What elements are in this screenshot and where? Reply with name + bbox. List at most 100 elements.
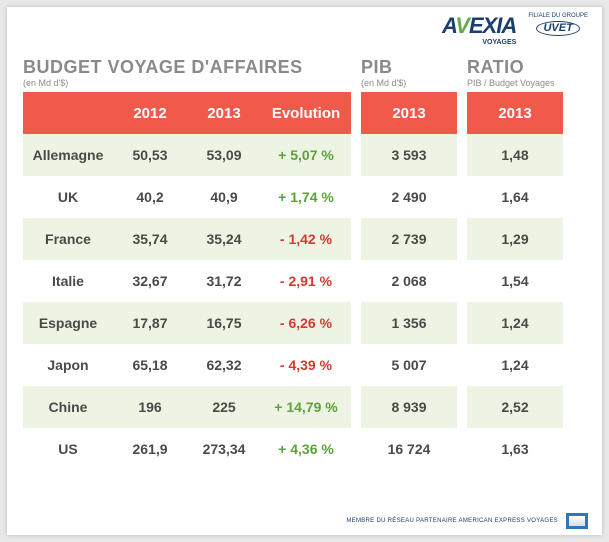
value-cell: 50,53 bbox=[113, 134, 187, 176]
table-row: 2,52 bbox=[467, 386, 563, 428]
evolution-cell: - 4,39 % bbox=[261, 344, 351, 386]
value-cell: 35,74 bbox=[113, 218, 187, 260]
value-cell: 40,9 bbox=[187, 176, 261, 218]
column-header: 2013 bbox=[187, 92, 261, 134]
evolution-cell: - 2,91 % bbox=[261, 260, 351, 302]
uvet-brand: UVET bbox=[536, 21, 579, 36]
page: AVEXIA VOYAGES FILIALE DU GROUPE UVET BU… bbox=[7, 7, 602, 535]
footer-text: MEMBRE DU RÉSEAU PARTENAIRE AMERICAN EXP… bbox=[346, 518, 558, 524]
section-headings: BUDGET VOYAGE D'AFFAIRES (en Md d'$) PIB… bbox=[23, 57, 586, 88]
row-label: Japon bbox=[23, 344, 113, 386]
avexia-sub: VOYAGES bbox=[442, 39, 516, 46]
evolution-cell: - 1,42 % bbox=[261, 218, 351, 260]
pib-table: 20133 5932 4902 7392 0681 3565 0078 9391… bbox=[361, 92, 457, 470]
value-cell: 16 724 bbox=[361, 428, 457, 470]
table-row: 1,64 bbox=[467, 176, 563, 218]
amex-icon bbox=[566, 513, 588, 529]
heading-ratio: RATIO PIB / Budget Voyages bbox=[467, 57, 563, 88]
heading-ratio-title: RATIO bbox=[467, 57, 563, 78]
value-cell: 225 bbox=[187, 386, 261, 428]
table-row: 8 939 bbox=[361, 386, 457, 428]
heading-pib-sub: (en Md d'$) bbox=[361, 78, 457, 88]
value-cell: 65,18 bbox=[113, 344, 187, 386]
value-cell: 5 007 bbox=[361, 344, 457, 386]
heading-pib-title: PIB bbox=[361, 57, 457, 78]
evolution-cell: + 14,79 % bbox=[261, 386, 351, 428]
value-cell: 1,54 bbox=[467, 260, 563, 302]
avexia-logo: AVEXIA VOYAGES bbox=[442, 13, 516, 46]
value-cell: 261,9 bbox=[113, 428, 187, 470]
heading-budget: BUDGET VOYAGE D'AFFAIRES (en Md d'$) bbox=[23, 57, 351, 88]
column-header: 2013 bbox=[361, 92, 457, 134]
footer: MEMBRE DU RÉSEAU PARTENAIRE AMERICAN EXP… bbox=[7, 513, 602, 529]
table-row: 16 724 bbox=[361, 428, 457, 470]
table-row: Chine196225+ 14,79 % bbox=[23, 386, 351, 428]
value-cell: 196 bbox=[113, 386, 187, 428]
uvet-tag: FILIALE DU GROUPE bbox=[528, 13, 588, 19]
table-row: US261,9273,34+ 4,36 % bbox=[23, 428, 351, 470]
column-header: 2013 bbox=[467, 92, 563, 134]
table-row: 1,24 bbox=[467, 344, 563, 386]
avexia-v: V bbox=[455, 13, 469, 38]
table-row: Japon65,1862,32- 4,39 % bbox=[23, 344, 351, 386]
row-label: UK bbox=[23, 176, 113, 218]
table-row: UK40,240,9+ 1,74 % bbox=[23, 176, 351, 218]
avexia-a: A bbox=[442, 13, 455, 38]
evolution-cell: + 4,36 % bbox=[261, 428, 351, 470]
row-label: Allemagne bbox=[23, 134, 113, 176]
row-label: Espagne bbox=[23, 302, 113, 344]
table-row: 5 007 bbox=[361, 344, 457, 386]
heading-pib: PIB (en Md d'$) bbox=[361, 57, 457, 88]
table-row: 3 593 bbox=[361, 134, 457, 176]
row-label: Italie bbox=[23, 260, 113, 302]
value-cell: 273,34 bbox=[187, 428, 261, 470]
heading-budget-title: BUDGET VOYAGE D'AFFAIRES bbox=[23, 57, 351, 78]
row-label: US bbox=[23, 428, 113, 470]
table-row: 2 490 bbox=[361, 176, 457, 218]
value-cell: 1,24 bbox=[467, 302, 563, 344]
avexia-rest: EXIA bbox=[469, 13, 516, 38]
value-cell: 62,32 bbox=[187, 344, 261, 386]
table-row: 1 356 bbox=[361, 302, 457, 344]
value-cell: 1,64 bbox=[467, 176, 563, 218]
budget-table: 20122013EvolutionAllemagne50,5353,09+ 5,… bbox=[23, 92, 351, 470]
table-row: 1,48 bbox=[467, 134, 563, 176]
table-row: 1,63 bbox=[467, 428, 563, 470]
column-header: Evolution bbox=[261, 92, 351, 134]
evolution-cell: - 6,26 % bbox=[261, 302, 351, 344]
value-cell: 17,87 bbox=[113, 302, 187, 344]
value-cell: 35,24 bbox=[187, 218, 261, 260]
tables-row: 20122013EvolutionAllemagne50,5353,09+ 5,… bbox=[23, 92, 586, 470]
value-cell: 2,52 bbox=[467, 386, 563, 428]
table-row: 1,54 bbox=[467, 260, 563, 302]
table-row: Italie32,6731,72- 2,91 % bbox=[23, 260, 351, 302]
ratio-table: 20131,481,641,291,541,241,242,521,63 bbox=[467, 92, 563, 470]
evolution-cell: + 1,74 % bbox=[261, 176, 351, 218]
value-cell: 8 939 bbox=[361, 386, 457, 428]
value-cell: 40,2 bbox=[113, 176, 187, 218]
heading-budget-sub: (en Md d'$) bbox=[23, 78, 351, 88]
heading-ratio-sub: PIB / Budget Voyages bbox=[467, 78, 563, 88]
logo-bar: AVEXIA VOYAGES FILIALE DU GROUPE UVET bbox=[442, 13, 588, 46]
value-cell: 3 593 bbox=[361, 134, 457, 176]
evolution-cell: + 5,07 % bbox=[261, 134, 351, 176]
column-header bbox=[23, 92, 113, 134]
content: BUDGET VOYAGE D'AFFAIRES (en Md d'$) PIB… bbox=[23, 57, 586, 470]
table-row: 1,24 bbox=[467, 302, 563, 344]
value-cell: 53,09 bbox=[187, 134, 261, 176]
table-row: Espagne17,8716,75- 6,26 % bbox=[23, 302, 351, 344]
uvet-logo: FILIALE DU GROUPE UVET bbox=[528, 13, 588, 36]
row-label: Chine bbox=[23, 386, 113, 428]
value-cell: 31,72 bbox=[187, 260, 261, 302]
value-cell: 2 490 bbox=[361, 176, 457, 218]
value-cell: 1,48 bbox=[467, 134, 563, 176]
value-cell: 2 739 bbox=[361, 218, 457, 260]
table-row: Allemagne50,5353,09+ 5,07 % bbox=[23, 134, 351, 176]
row-label: France bbox=[23, 218, 113, 260]
value-cell: 1,24 bbox=[467, 344, 563, 386]
table-row: 2 739 bbox=[361, 218, 457, 260]
value-cell: 2 068 bbox=[361, 260, 457, 302]
value-cell: 16,75 bbox=[187, 302, 261, 344]
table-row: France35,7435,24- 1,42 % bbox=[23, 218, 351, 260]
column-header: 2012 bbox=[113, 92, 187, 134]
